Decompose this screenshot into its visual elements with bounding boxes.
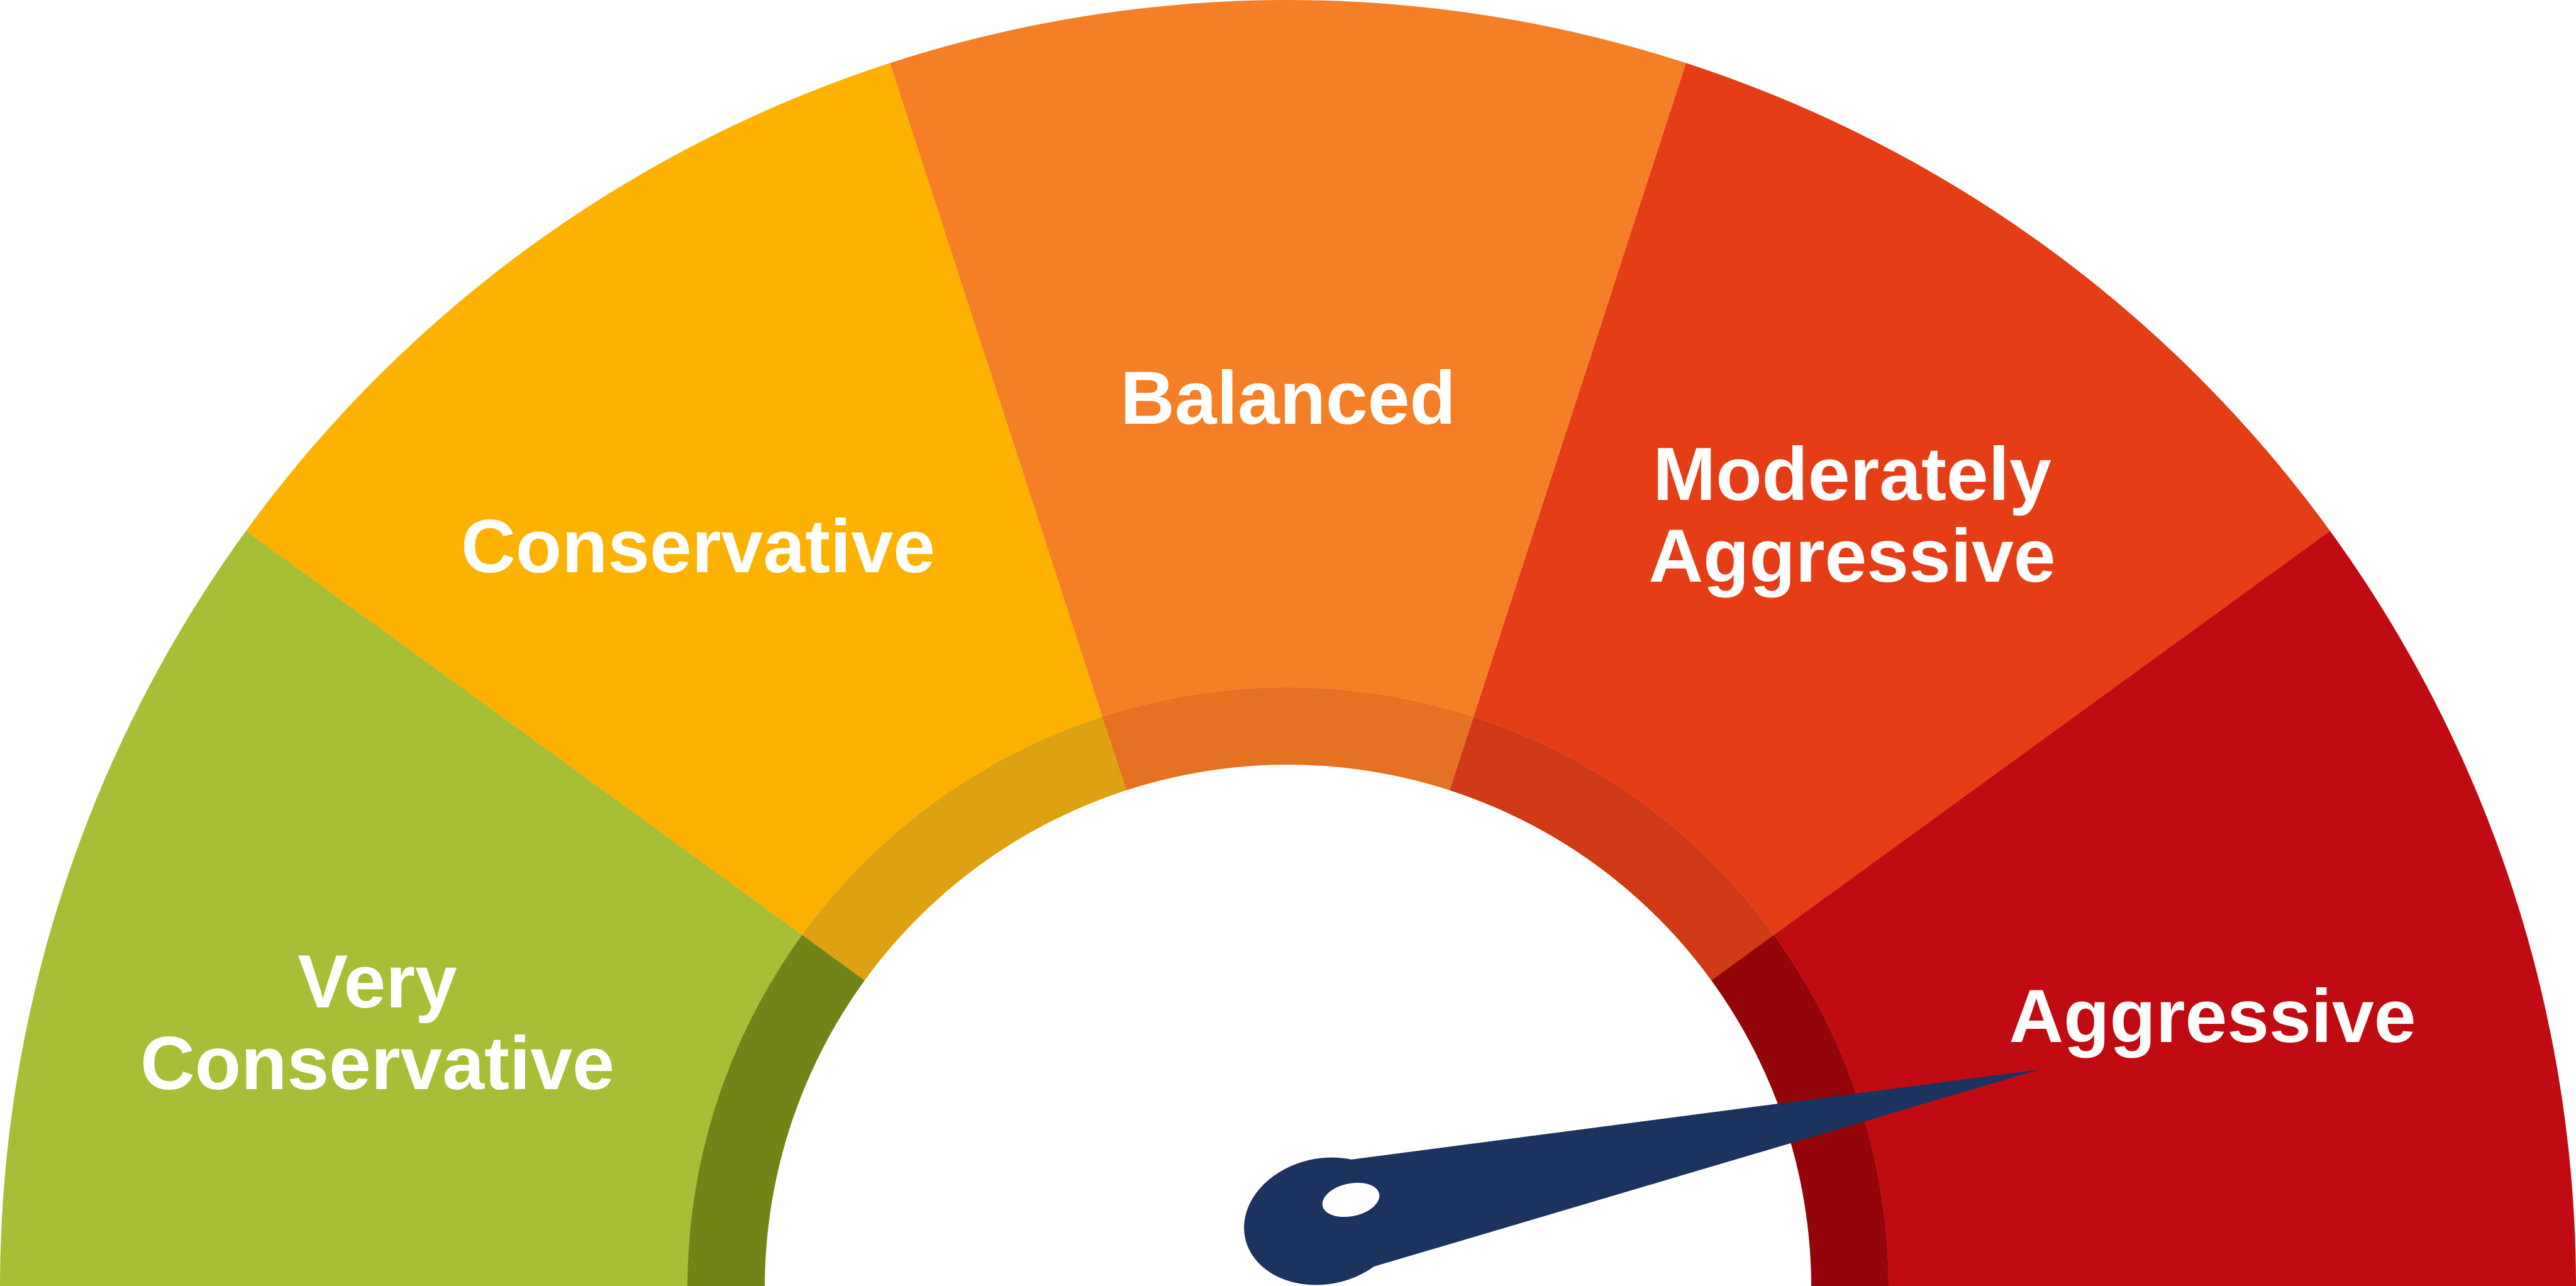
label-balanced: Balanced [1120,356,1456,440]
label-conservative: Conservative [461,504,935,589]
segment-moderately-aggressive [1474,63,2330,935]
segment-very-conservative [0,531,802,1286]
segment-aggressive [1774,531,2576,1286]
band-very-conservative [687,934,865,1286]
gauge-labels: Very ConservativeConservativeBalancedMode… [140,356,2416,1106]
needle-hub-dot [1322,1182,1380,1217]
band-moderately-aggressive [1450,716,1774,980]
label-aggressive: Aggressive [2009,974,2416,1058]
label-line: Very [297,940,457,1024]
label-moderately-aggressive: Moderately Aggressive [1649,432,2056,598]
needle-pointer [1254,1069,2040,1281]
label-line: Moderately [1653,432,2051,516]
gauge-needle [1244,1069,2040,1285]
label-line: Conservative [461,504,935,589]
label-line: Conservative [140,1021,614,1106]
label-line: Aggressive [1649,514,2056,598]
segment-conservative [246,63,1102,935]
label-line: Balanced [1120,356,1456,440]
band-balanced [1102,687,1474,790]
label-very-conservative: Very Conservative [140,940,614,1106]
band-conservative [802,716,1126,980]
segment-balanced [890,0,1686,717]
label-line: Aggressive [2009,974,2416,1058]
